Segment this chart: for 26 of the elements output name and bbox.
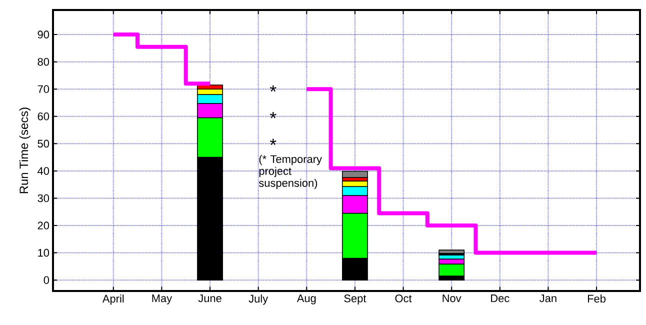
y-tick-label: 30 [38, 194, 50, 202]
y-tick-label: 60 [38, 112, 50, 120]
x-tick-label: Feb [588, 294, 606, 303]
annotation: * [270, 85, 276, 92]
y-tick-label: 90 [38, 30, 50, 38]
x-tick-label: Aug [296, 294, 316, 304]
x-tick-label: Nov [442, 294, 462, 302]
x-tick-label: Jan [540, 294, 556, 302]
x-tick-label: May [152, 294, 172, 304]
x-tick-label: July [248, 294, 268, 305]
annotation: (* Temporary project suspension) [258, 154, 322, 190]
x-tick-label: April [102, 294, 124, 305]
y-tick-label: 50 [38, 140, 50, 148]
y-tick-label: 70 [38, 85, 50, 93]
y-tick-label: 20 [38, 222, 50, 230]
x-tick-label: Oct [395, 294, 412, 302]
annotation: * [270, 112, 276, 118]
y-tick-label: 80 [38, 58, 50, 66]
y-tick-label: 10 [38, 248, 50, 257]
x-tick-label: Dec [491, 294, 510, 302]
y-tick-label: 40 [38, 167, 50, 175]
y-tick-label: 0 [44, 276, 50, 284]
y-axis-title: Run Time (secs) [19, 108, 30, 194]
annotation: * [270, 138, 276, 145]
x-tick-label: June [198, 294, 222, 302]
x-tick-label: Sept [344, 294, 366, 304]
